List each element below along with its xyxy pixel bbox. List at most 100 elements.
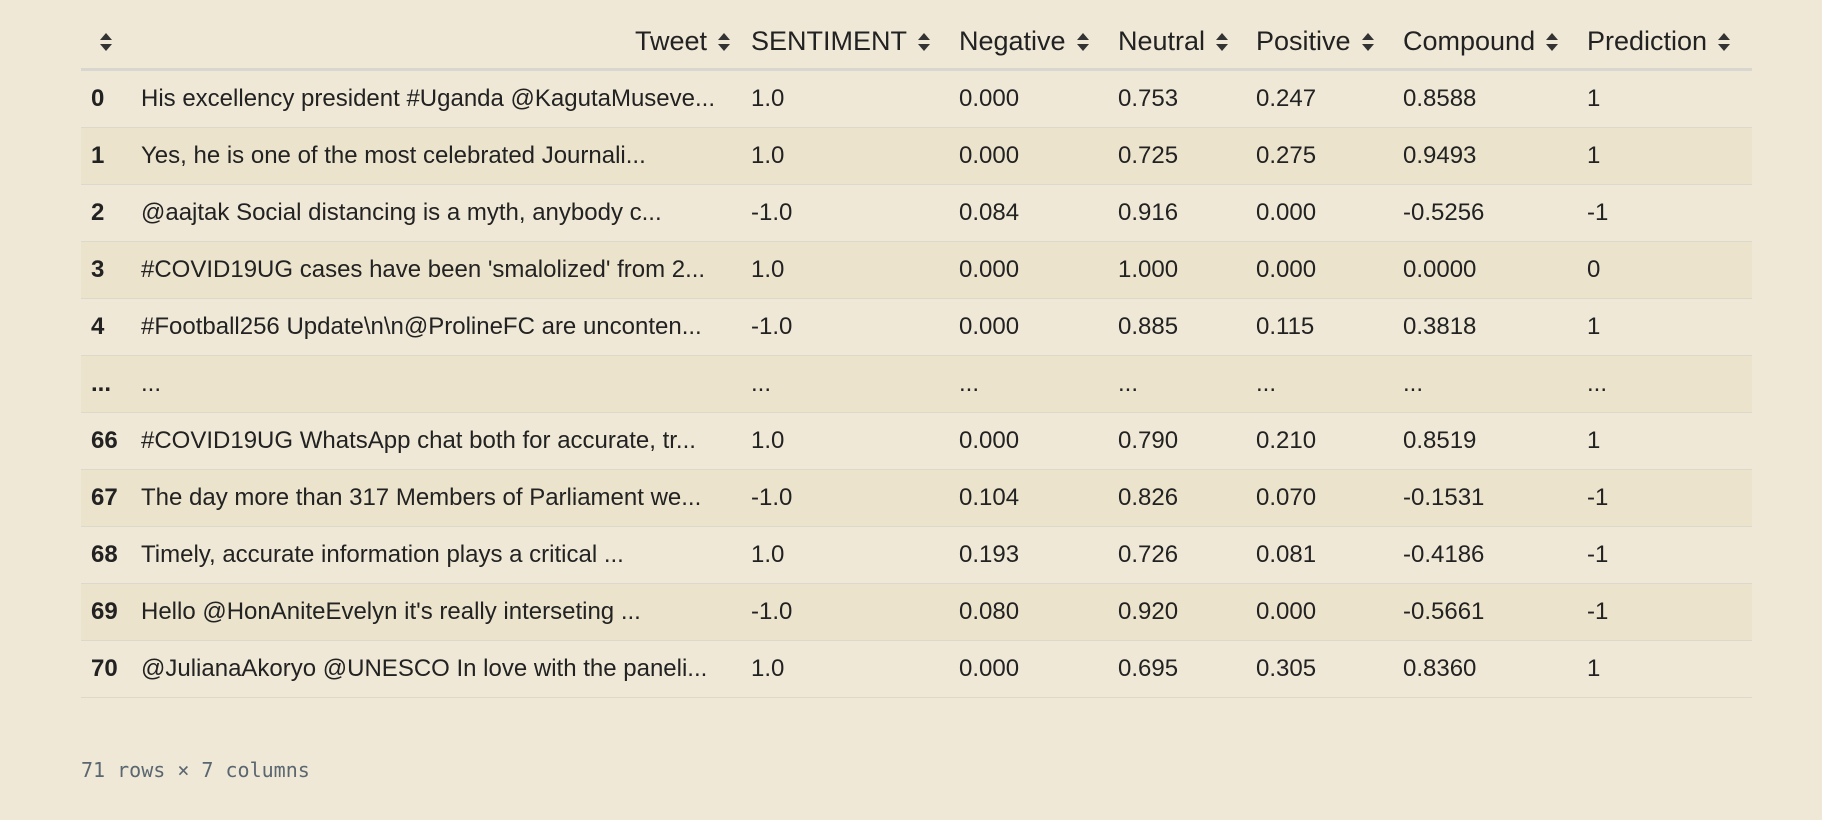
column-header-prediction[interactable]: Prediction (1577, 14, 1752, 71)
cell-positive: 0.000 (1246, 241, 1393, 299)
column-header-compound[interactable]: Compound (1393, 14, 1577, 71)
cell-compound: ... (1393, 355, 1577, 413)
cell-negative: ... (949, 355, 1108, 413)
column-header-index[interactable] (81, 14, 131, 71)
cell-positive: 0.305 (1246, 640, 1393, 698)
cell-compound: 0.9493 (1393, 127, 1577, 185)
column-header-neutral[interactable]: Neutral (1108, 14, 1246, 71)
sort-arrows-icon[interactable] (1076, 31, 1090, 53)
column-label-sentiment: SENTIMENT (751, 25, 908, 56)
column-label-tweet: Tweet (634, 25, 707, 56)
table-row: 68 Timely, accurate information plays a c… (81, 526, 1752, 584)
table-row: 66 #COVID19UG WhatsApp chat both for accu… (81, 412, 1752, 470)
cell-tweet: @JulianaAkoryo @UNESCO In love with the … (131, 640, 741, 698)
cell-prediction: 1 (1577, 69, 1752, 128)
table-body: 0 His excellency president #Uganda @Kagut… (81, 69, 1752, 698)
row-index: 66 (81, 412, 131, 470)
cell-positive: 0.247 (1246, 69, 1393, 128)
sort-arrows-icon[interactable] (1361, 31, 1375, 53)
cell-sentiment: 1.0 (741, 640, 949, 698)
cell-negative: 0.000 (949, 69, 1108, 128)
row-index: 3 (81, 241, 131, 299)
sort-arrows-icon[interactable] (99, 31, 113, 53)
sort-arrows-icon[interactable] (1717, 31, 1731, 53)
cell-prediction: 1 (1577, 298, 1752, 356)
cell-negative: 0.000 (949, 640, 1108, 698)
sort-arrows-icon[interactable] (1545, 31, 1559, 53)
sort-arrows-icon[interactable] (717, 31, 731, 53)
cell-sentiment: 1.0 (741, 241, 949, 299)
cell-prediction: 1 (1577, 412, 1752, 470)
cell-tweet: #COVID19UG WhatsApp chat both for accura… (131, 412, 741, 470)
cell-positive: 0.000 (1246, 583, 1393, 641)
cell-sentiment: -1.0 (741, 184, 949, 242)
column-label-positive: Positive (1256, 25, 1351, 56)
cell-neutral: 1.000 (1108, 241, 1246, 299)
sort-arrows-icon[interactable] (1215, 31, 1229, 53)
cell-sentiment: -1.0 (741, 583, 949, 641)
cell-neutral: 0.920 (1108, 583, 1246, 641)
table-row: 69 Hello @HonAniteEvelyn it's really inte… (81, 583, 1752, 641)
cell-tweet: Yes, he is one of the most celebrated Jo… (131, 127, 741, 185)
cell-positive: 0.210 (1246, 412, 1393, 470)
cell-sentiment: 1.0 (741, 127, 949, 185)
cell-compound: -0.1531 (1393, 469, 1577, 527)
cell-tweet: Hello @HonAniteEvelyn it's really inters… (131, 583, 741, 641)
cell-compound: 0.8588 (1393, 69, 1577, 128)
cell-neutral: 0.826 (1108, 469, 1246, 527)
column-header-tweet[interactable]: Tweet (131, 14, 741, 71)
row-index: 67 (81, 469, 131, 527)
table-row: 3 #COVID19UG cases have been 'smalolized'… (81, 241, 1752, 299)
column-header-negative[interactable]: Negative (949, 14, 1108, 71)
cell-tweet: ... (131, 355, 741, 413)
cell-neutral: ... (1108, 355, 1246, 413)
cell-compound: -0.5256 (1393, 184, 1577, 242)
cell-compound: 0.0000 (1393, 241, 1577, 299)
row-index: 68 (81, 526, 131, 584)
cell-positive: ... (1246, 355, 1393, 413)
cell-tweet: #Football256 Update\n\n@ProlineFC are un… (131, 298, 741, 356)
cell-sentiment: 1.0 (741, 526, 949, 584)
cell-negative: 0.000 (949, 412, 1108, 470)
cell-compound: 0.8360 (1393, 640, 1577, 698)
sort-arrows-icon[interactable] (917, 31, 931, 53)
cell-negative: 0.104 (949, 469, 1108, 527)
cell-compound: -0.5661 (1393, 583, 1577, 641)
cell-prediction: 0 (1577, 241, 1752, 299)
header-row: Tweet SENTIMENT Negative Neutral Positive Com… (81, 14, 1752, 71)
cell-prediction: 1 (1577, 640, 1752, 698)
cell-neutral: 0.885 (1108, 298, 1246, 356)
table-row: 2 @aajtak Social distancing is a myth, an… (81, 184, 1752, 242)
column-header-sentiment[interactable]: SENTIMENT (741, 14, 949, 71)
row-index: 70 (81, 640, 131, 698)
cell-negative: 0.193 (949, 526, 1108, 584)
cell-prediction: -1 (1577, 184, 1752, 242)
table-header: Tweet SENTIMENT Negative Neutral Positive Com… (81, 14, 1752, 71)
cell-neutral: 0.725 (1108, 127, 1246, 185)
cell-negative: 0.000 (949, 298, 1108, 356)
column-header-positive[interactable]: Positive (1246, 14, 1393, 71)
row-index: ... (81, 355, 131, 413)
cell-positive: 0.275 (1246, 127, 1393, 185)
cell-neutral: 0.695 (1108, 640, 1246, 698)
cell-sentiment: 1.0 (741, 412, 949, 470)
cell-negative: 0.080 (949, 583, 1108, 641)
row-index: 4 (81, 298, 131, 356)
cell-sentiment: -1.0 (741, 469, 949, 527)
cell-neutral: 0.916 (1108, 184, 1246, 242)
dataframe-table: Tweet SENTIMENT Negative Neutral Positive Com… (81, 14, 1752, 698)
cell-tweet: The day more than 317 Members of Parliam… (131, 469, 741, 527)
table-row: 67 The day more than 317 Members of Parli… (81, 469, 1752, 527)
row-index: 1 (81, 127, 131, 185)
column-label-neutral: Neutral (1118, 25, 1206, 56)
row-index: 0 (81, 69, 131, 128)
column-label-prediction: Prediction (1587, 25, 1708, 56)
cell-neutral: 0.753 (1108, 69, 1246, 128)
cell-negative: 0.084 (949, 184, 1108, 242)
cell-negative: 0.000 (949, 241, 1108, 299)
table-row: 1 Yes, he is one of the most celebrated J… (81, 127, 1752, 185)
cell-prediction: -1 (1577, 583, 1752, 641)
cell-positive: 0.115 (1246, 298, 1393, 356)
cell-positive: 0.081 (1246, 526, 1393, 584)
row-index: 2 (81, 184, 131, 242)
